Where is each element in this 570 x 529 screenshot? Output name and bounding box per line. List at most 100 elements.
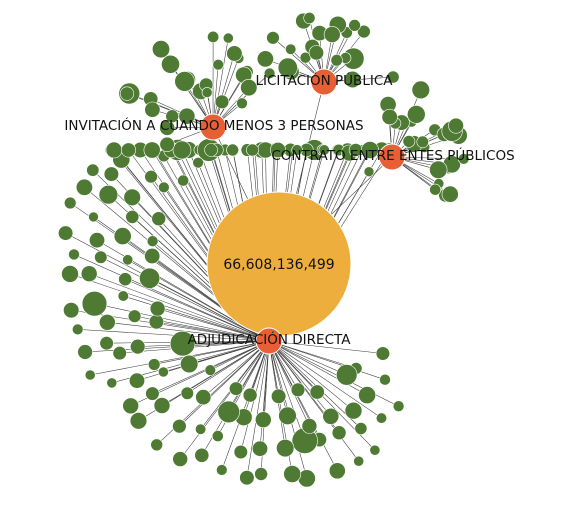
leaf-node-adj-24[interactable] bbox=[103, 166, 119, 182]
leaf-node-adj-79[interactable] bbox=[271, 388, 287, 404]
leaf-node-adj-74[interactable] bbox=[375, 346, 391, 361]
leaf-node-lic-12[interactable] bbox=[330, 54, 343, 67]
leaf-node-adj-21[interactable] bbox=[89, 232, 106, 249]
leaf-node-inv-23[interactable] bbox=[119, 86, 135, 101]
leaf-node-lic-9[interactable] bbox=[256, 50, 274, 68]
leaf-node-adj-12[interactable] bbox=[153, 397, 171, 414]
leaf-node-adj-15[interactable] bbox=[112, 346, 127, 361]
leaf-node-inv-25[interactable] bbox=[152, 40, 171, 59]
leaf-node-inv-24[interactable] bbox=[161, 54, 180, 74]
leaf-node-lic-13[interactable] bbox=[277, 57, 298, 78]
leaf-node-lic-18[interactable] bbox=[348, 19, 361, 32]
leaf-node-adj-137[interactable] bbox=[318, 144, 330, 156]
leaf-node-adj-123[interactable] bbox=[63, 196, 77, 210]
leaf-node-con-14[interactable] bbox=[429, 183, 442, 196]
leaf-node-lic-20[interactable] bbox=[308, 45, 325, 61]
leaf-node-lic-14[interactable] bbox=[323, 26, 341, 43]
leaf-node-adj-50[interactable] bbox=[180, 386, 194, 400]
leaf-node-adj-18[interactable] bbox=[81, 291, 108, 317]
leaf-node-inv-17[interactable] bbox=[263, 67, 276, 80]
leaf-node-adj-11[interactable] bbox=[172, 419, 187, 434]
leaf-node-adj-53[interactable] bbox=[130, 338, 146, 355]
leaf-node-adj-0[interactable] bbox=[392, 400, 405, 413]
leaf-node-adj-135[interactable] bbox=[269, 142, 286, 159]
leaf-node-adj-49[interactable] bbox=[195, 389, 212, 406]
leaf-node-adj-58[interactable] bbox=[113, 227, 132, 246]
leaf-node-adj-84[interactable] bbox=[169, 330, 196, 357]
leaf-node-adj-113[interactable] bbox=[129, 412, 148, 430]
leaf-node-adj-104[interactable] bbox=[328, 462, 346, 480]
leaf-node-con-17[interactable] bbox=[441, 185, 459, 203]
leaf-node-adj-48[interactable] bbox=[217, 400, 240, 424]
leaf-node-lic-0[interactable] bbox=[285, 43, 297, 55]
leaf-node-inv-20[interactable] bbox=[144, 101, 161, 118]
hub-node-contrato-entre-entes[interactable] bbox=[378, 143, 406, 171]
leaf-node-adj-118[interactable] bbox=[71, 323, 84, 336]
hub-node-adjudicacion-directa[interactable] bbox=[255, 327, 283, 355]
leaf-node-adj-114[interactable] bbox=[122, 397, 139, 415]
leaf-node-adj-46[interactable] bbox=[254, 411, 272, 429]
leaf-node-adj-57[interactable] bbox=[122, 254, 134, 266]
leaf-node-adj-59[interactable] bbox=[125, 209, 140, 224]
leaf-node-adj-54[interactable] bbox=[127, 309, 142, 323]
leaf-node-adj-80[interactable] bbox=[242, 387, 258, 403]
leaf-node-adj-45[interactable] bbox=[278, 406, 297, 425]
leaf-node-adj-41[interactable] bbox=[358, 386, 377, 405]
leaf-node-adj-81[interactable] bbox=[229, 381, 244, 396]
leaf-node-inv-11[interactable] bbox=[240, 78, 258, 97]
leaf-node-adj-128[interactable] bbox=[121, 142, 137, 158]
leaf-node-adj-78[interactable] bbox=[290, 382, 306, 397]
leaf-node-adj-1[interactable] bbox=[375, 412, 388, 424]
leaf-node-adj-89[interactable] bbox=[146, 235, 159, 247]
leaf-node-inv-16[interactable] bbox=[214, 94, 230, 110]
leaf-node-adj-110[interactable] bbox=[194, 447, 210, 463]
leaf-node-adj-19[interactable] bbox=[80, 265, 98, 283]
leaf-node-adj-125[interactable] bbox=[86, 163, 100, 177]
leaf-node-lic-2[interactable] bbox=[357, 24, 371, 39]
leaf-node-adj-103[interactable] bbox=[353, 455, 365, 467]
leaf-node-con-19[interactable] bbox=[448, 117, 464, 134]
leaf-node-adj-85[interactable] bbox=[148, 314, 164, 330]
leaf-node-adj-83[interactable] bbox=[180, 354, 199, 374]
leaf-node-adj-120[interactable] bbox=[61, 265, 79, 283]
leaf-node-adj-93[interactable] bbox=[192, 157, 204, 169]
leaf-node-adj-8[interactable] bbox=[233, 444, 248, 460]
leaf-node-adj-87[interactable] bbox=[139, 267, 161, 289]
leaf-node-inv-10[interactable] bbox=[212, 58, 224, 71]
leaf-node-adj-82[interactable] bbox=[204, 364, 217, 376]
leaf-node-adj-86[interactable] bbox=[149, 300, 166, 317]
leaf-node-adj-51[interactable] bbox=[157, 366, 169, 378]
leaf-node-adj-106[interactable] bbox=[283, 465, 302, 483]
leaf-node-adj-129[interactable] bbox=[143, 141, 161, 159]
leaf-node-con-15[interactable] bbox=[402, 135, 416, 148]
leaf-node-adj-133[interactable] bbox=[226, 143, 239, 157]
leaf-node-adj-77[interactable] bbox=[309, 384, 325, 400]
leaf-node-adj-136[interactable] bbox=[291, 144, 303, 156]
leaf-node-adj-92[interactable] bbox=[177, 174, 190, 187]
leaf-node-con-13[interactable] bbox=[416, 135, 429, 149]
leaf-node-adj-22[interactable] bbox=[88, 211, 99, 223]
leaf-node-adj-122[interactable] bbox=[57, 225, 74, 241]
leaf-node-adj-14[interactable] bbox=[129, 372, 146, 389]
leaf-node-adj-102[interactable] bbox=[369, 444, 381, 456]
hub-node-invitacion[interactable] bbox=[199, 113, 227, 141]
leaf-node-adj-10[interactable] bbox=[195, 423, 207, 435]
leaf-node-adj-7[interactable] bbox=[252, 440, 269, 457]
leaf-node-adj-52[interactable] bbox=[148, 358, 161, 371]
leaf-node-adj-43[interactable] bbox=[322, 407, 340, 425]
leaf-node-adj-134[interactable] bbox=[246, 143, 259, 157]
leaf-node-adj-119[interactable] bbox=[63, 302, 80, 319]
leaf-node-adj-132[interactable] bbox=[204, 143, 218, 157]
leaf-node-adj-124[interactable] bbox=[75, 178, 93, 196]
leaf-node-adj-3[interactable] bbox=[331, 425, 347, 441]
leaf-node-con-18[interactable] bbox=[406, 105, 426, 124]
leaf-node-adj-2[interactable] bbox=[354, 422, 368, 435]
hub-node-licitacion-publica[interactable] bbox=[310, 68, 338, 96]
leaf-node-inv-22[interactable] bbox=[201, 87, 213, 98]
leaf-node-adj-116[interactable] bbox=[84, 369, 96, 381]
leaf-node-adj-13[interactable] bbox=[145, 386, 160, 401]
leaf-node-adj-20[interactable] bbox=[94, 250, 108, 264]
leaf-node-adj-111[interactable] bbox=[172, 451, 188, 467]
leaf-node-adj-131[interactable] bbox=[172, 140, 192, 160]
leaf-node-inv-7[interactable] bbox=[226, 45, 243, 62]
